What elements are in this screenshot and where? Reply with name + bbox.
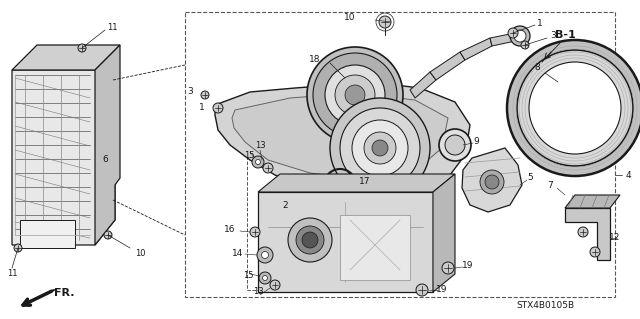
Polygon shape bbox=[490, 32, 520, 46]
Polygon shape bbox=[20, 220, 75, 248]
Polygon shape bbox=[462, 148, 522, 212]
Polygon shape bbox=[433, 174, 455, 292]
Text: B-1: B-1 bbox=[555, 30, 575, 40]
Polygon shape bbox=[258, 192, 433, 292]
Text: 19: 19 bbox=[436, 286, 448, 294]
Text: 10: 10 bbox=[135, 249, 145, 257]
Text: 13: 13 bbox=[255, 140, 266, 150]
Text: 1: 1 bbox=[199, 103, 205, 113]
Polygon shape bbox=[340, 215, 410, 280]
Text: 5: 5 bbox=[527, 174, 533, 182]
Circle shape bbox=[78, 44, 86, 52]
Circle shape bbox=[335, 75, 375, 115]
Circle shape bbox=[445, 135, 465, 155]
Circle shape bbox=[517, 50, 633, 166]
Text: 15: 15 bbox=[243, 271, 253, 280]
Text: FR.: FR. bbox=[54, 288, 74, 298]
Circle shape bbox=[330, 98, 430, 198]
Circle shape bbox=[578, 227, 588, 237]
Circle shape bbox=[352, 120, 408, 176]
Circle shape bbox=[364, 132, 396, 164]
Circle shape bbox=[201, 91, 209, 99]
Text: 17: 17 bbox=[359, 177, 371, 187]
Circle shape bbox=[296, 226, 324, 254]
Circle shape bbox=[288, 218, 332, 262]
Circle shape bbox=[485, 175, 499, 189]
Text: 8: 8 bbox=[534, 63, 540, 72]
Circle shape bbox=[590, 247, 600, 257]
Circle shape bbox=[294, 189, 306, 201]
Text: 10: 10 bbox=[344, 13, 356, 23]
Polygon shape bbox=[460, 38, 492, 60]
Circle shape bbox=[255, 160, 260, 165]
Polygon shape bbox=[12, 45, 120, 70]
Circle shape bbox=[104, 231, 112, 239]
Circle shape bbox=[340, 108, 420, 188]
Text: 11: 11 bbox=[7, 270, 17, 278]
Circle shape bbox=[14, 244, 22, 252]
Circle shape bbox=[213, 103, 223, 113]
Text: 15: 15 bbox=[244, 151, 254, 160]
Circle shape bbox=[263, 163, 273, 173]
Text: 13: 13 bbox=[253, 287, 263, 296]
Text: 9: 9 bbox=[473, 137, 479, 146]
Circle shape bbox=[521, 41, 529, 49]
Circle shape bbox=[345, 85, 365, 105]
Circle shape bbox=[307, 47, 403, 143]
Text: 1: 1 bbox=[537, 19, 543, 27]
Polygon shape bbox=[565, 208, 610, 260]
Polygon shape bbox=[430, 52, 465, 80]
Polygon shape bbox=[95, 45, 120, 245]
Circle shape bbox=[442, 262, 454, 274]
Circle shape bbox=[372, 140, 388, 156]
Text: 6: 6 bbox=[102, 155, 108, 165]
Text: 12: 12 bbox=[609, 234, 621, 242]
Text: 3: 3 bbox=[188, 87, 193, 97]
Circle shape bbox=[250, 227, 260, 237]
Polygon shape bbox=[410, 72, 436, 98]
Circle shape bbox=[529, 62, 621, 154]
Text: 19: 19 bbox=[462, 262, 474, 271]
Circle shape bbox=[257, 247, 273, 263]
Circle shape bbox=[259, 272, 271, 284]
Text: 2: 2 bbox=[282, 201, 288, 210]
Text: 14: 14 bbox=[232, 249, 243, 257]
Circle shape bbox=[507, 40, 640, 176]
Text: 3: 3 bbox=[550, 32, 556, 41]
Text: 16: 16 bbox=[223, 226, 235, 234]
Text: 4: 4 bbox=[625, 170, 631, 180]
Polygon shape bbox=[258, 174, 455, 192]
Polygon shape bbox=[12, 70, 115, 245]
Text: 18: 18 bbox=[309, 56, 321, 64]
Circle shape bbox=[270, 280, 280, 290]
Circle shape bbox=[302, 232, 318, 248]
Circle shape bbox=[262, 276, 268, 280]
Text: 11: 11 bbox=[107, 24, 117, 33]
Polygon shape bbox=[215, 82, 470, 195]
Circle shape bbox=[439, 129, 471, 161]
Polygon shape bbox=[565, 195, 620, 208]
Circle shape bbox=[508, 28, 518, 38]
Circle shape bbox=[416, 284, 428, 296]
Circle shape bbox=[510, 26, 530, 46]
Text: 7: 7 bbox=[547, 181, 553, 189]
Polygon shape bbox=[232, 93, 448, 178]
Circle shape bbox=[313, 53, 397, 137]
Circle shape bbox=[325, 65, 385, 125]
Circle shape bbox=[330, 175, 350, 195]
Circle shape bbox=[514, 30, 526, 42]
Circle shape bbox=[262, 251, 269, 258]
Circle shape bbox=[379, 16, 391, 28]
Circle shape bbox=[480, 170, 504, 194]
Text: STX4B0105B: STX4B0105B bbox=[516, 301, 574, 310]
Circle shape bbox=[252, 156, 264, 168]
